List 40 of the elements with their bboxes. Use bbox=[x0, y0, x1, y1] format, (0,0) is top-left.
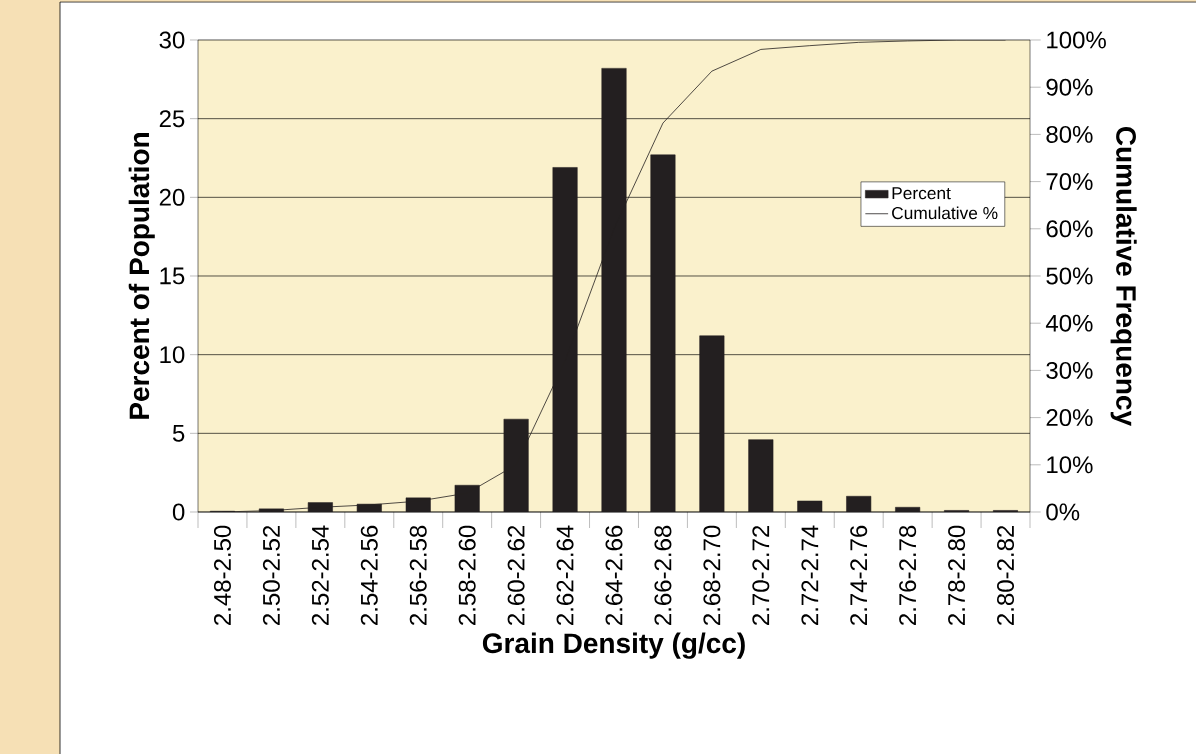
y-tick-label: 5 bbox=[172, 424, 185, 442]
x-tick-label: 2.76-2.78 bbox=[899, 525, 917, 625]
y2-tick-label: 50% bbox=[1046, 267, 1093, 285]
x-tick-label: 2.78-2.80 bbox=[948, 525, 966, 625]
y2-tick-label: 90% bbox=[1046, 78, 1093, 96]
y2-tick-label: 0% bbox=[1046, 503, 1080, 521]
y2-tick-label: 100% bbox=[1047, 31, 1106, 49]
x-tick-label: 2.70-2.72 bbox=[752, 525, 770, 625]
y-tick-label: 10 bbox=[160, 346, 185, 364]
x-tick-label: 2.66-2.68 bbox=[654, 525, 672, 625]
y2-tick-label: 40% bbox=[1045, 314, 1093, 332]
y-tick-label: 0 bbox=[172, 503, 185, 521]
y2-tick-label: 20% bbox=[1046, 409, 1093, 427]
y2-tick-label: 30% bbox=[1046, 361, 1093, 379]
x-tick-label: 2.48-2.50 bbox=[213, 525, 231, 625]
y-tick-label: 25 bbox=[159, 110, 185, 128]
x-tick-label: 2.52-2.54 bbox=[311, 525, 329, 625]
x-tick-label: 2.60-2.62 bbox=[507, 525, 525, 625]
y2-axis-title: Cumulative Frequency bbox=[1110, 127, 1137, 426]
y-tick-label: 20 bbox=[159, 188, 185, 206]
y-tick-label: 15 bbox=[160, 267, 185, 285]
y-axis-title: Percent of Population bbox=[128, 133, 155, 419]
x-tick-label: 2.74-2.76 bbox=[850, 525, 868, 625]
x-tick-label: 2.54-2.56 bbox=[360, 525, 378, 625]
x-axis-title: Grain Density (g/cc) bbox=[482, 632, 745, 659]
x-tick-label: 2.50-2.52 bbox=[262, 525, 280, 625]
x-tick-label: 2.58-2.60 bbox=[458, 525, 476, 625]
y2-tick-label: 60% bbox=[1046, 220, 1093, 238]
y2-tick-label: 10% bbox=[1047, 456, 1093, 474]
x-tick-label: 2.72-2.74 bbox=[801, 525, 819, 625]
x-tick-label: 2.62-2.64 bbox=[556, 525, 574, 625]
y2-tick-label: 80% bbox=[1046, 125, 1093, 143]
y2-tick-label: 70% bbox=[1046, 173, 1093, 191]
x-tick-label: 2.64-2.66 bbox=[605, 525, 623, 625]
y-tick-label: 30 bbox=[159, 31, 185, 49]
x-tick-label: 2.68-2.70 bbox=[703, 525, 721, 625]
x-tick-label: 2.80-2.82 bbox=[997, 525, 1015, 625]
x-tick-label: 2.56-2.58 bbox=[409, 525, 427, 625]
legend-label: Percent bbox=[892, 187, 951, 200]
legend-label: Cumulative % bbox=[892, 206, 998, 220]
